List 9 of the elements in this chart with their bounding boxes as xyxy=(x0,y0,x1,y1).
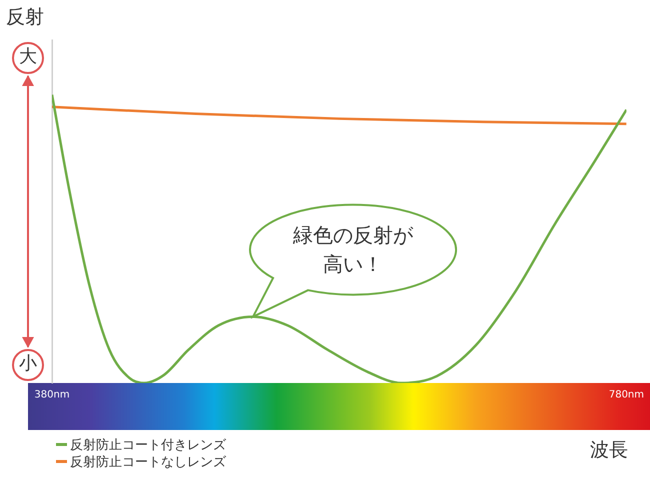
x-tick-label: 780nm xyxy=(608,390,644,401)
x-axis-title: 波長 xyxy=(590,438,628,463)
annotation: 緑色の反射が高い！ xyxy=(292,222,414,278)
legend-label: 反射防止コート付きレンズ xyxy=(70,436,226,454)
legend-label: 反射防止コートなしレンズ xyxy=(70,454,226,470)
y-axis-title: 反射 xyxy=(6,5,44,30)
x-tick-label: 380nm xyxy=(34,390,70,401)
text: 大 xyxy=(18,45,38,69)
text: 小 xyxy=(18,352,38,376)
